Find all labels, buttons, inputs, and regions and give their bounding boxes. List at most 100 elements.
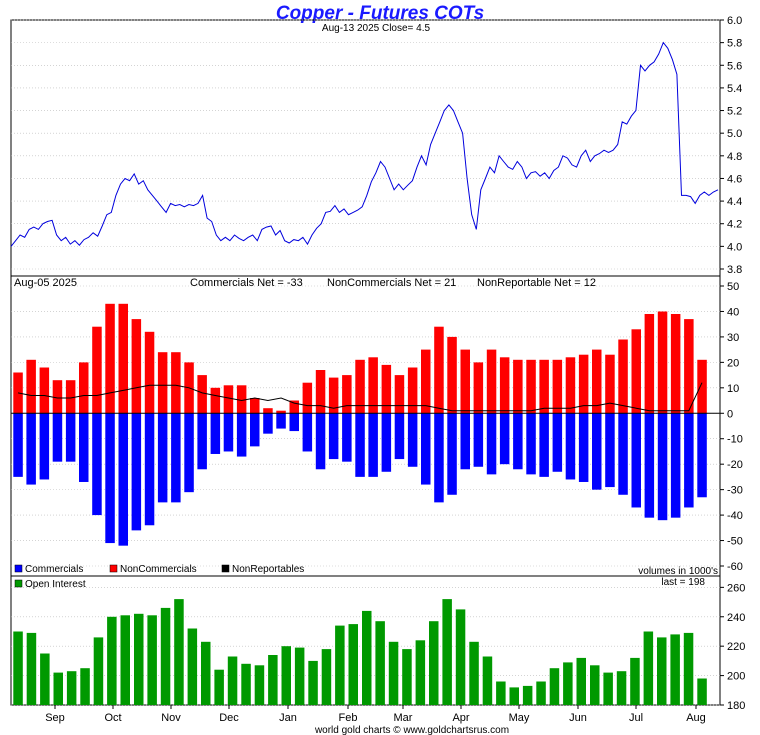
cot-tick-label: -10 <box>727 434 743 446</box>
open-interest-bar <box>120 615 130 705</box>
commercials-bar <box>131 413 142 531</box>
noncommercials-bar <box>526 359 536 414</box>
open-interest-bar <box>93 637 104 705</box>
cot-tick-label: -50 <box>727 536 743 548</box>
commercials-bar <box>421 413 431 485</box>
chart-title: Copper - Futures COTs <box>276 3 484 24</box>
commercials-bar <box>565 413 576 480</box>
commercials-bar <box>79 413 89 482</box>
noncommercials-bar <box>39 367 50 414</box>
open-interest-bar <box>26 632 37 705</box>
noncommercials-bar <box>118 303 128 414</box>
commercials-bar <box>355 413 365 477</box>
open-interest-bar <box>670 634 680 705</box>
cot-tick-label: 10 <box>727 383 739 395</box>
commercials-bar <box>434 413 444 503</box>
open-interest-bar <box>348 624 358 705</box>
commercials-bar <box>486 413 497 475</box>
month-label: Jul <box>629 712 643 724</box>
open-interest-bar <box>522 685 533 705</box>
cot-panel: -60 -50 -40 -30 -20 -10 0 10 20 30 40 50 Aug-05 202… <box>10 275 743 577</box>
noncommercials-bar <box>52 380 63 414</box>
noncommercials-bar <box>381 364 392 414</box>
price-axis-ticks: 3.8 4.0 4.2 4.4 4.6 4.8 5.0 5.2 5.4 5.6 5.8 6.0 <box>720 15 742 276</box>
legend-swatch-noncommercials <box>109 564 118 573</box>
commercials-bar <box>631 413 641 508</box>
open-interest-bar <box>187 628 198 705</box>
commercials-bar <box>65 413 76 462</box>
open-interest-bar <box>442 599 452 705</box>
noncommercials-bar <box>328 377 339 414</box>
noncommercials-bar <box>539 359 549 414</box>
noncommercials-bar <box>355 359 365 414</box>
open-interest-bar <box>241 663 251 705</box>
noncommercials-bar <box>486 349 497 414</box>
open-interest-bar <box>13 631 23 705</box>
month-label: Jan <box>279 712 297 724</box>
noncommercials-bar <box>592 349 602 414</box>
month-label: Dec <box>219 712 239 724</box>
month-label: Jun <box>569 712 587 724</box>
noncommercials-bar <box>447 336 457 414</box>
noncommercials-bar <box>342 375 352 414</box>
open-interest-bar <box>429 621 439 705</box>
commercials-bar <box>223 413 234 452</box>
open-interest-bar <box>616 671 627 705</box>
price-gridlines <box>11 19 720 270</box>
noncommercials-bar <box>157 352 168 414</box>
noncommercials-bar <box>26 359 36 414</box>
oi-tick-label: 200 <box>727 671 745 683</box>
noncommercials-bar <box>657 311 668 414</box>
nonreportables-net-label: NonReportable Net = 12 <box>477 277 596 289</box>
commercials-bar <box>13 413 23 477</box>
open-interest-bar <box>214 669 224 705</box>
commercials-bar <box>276 413 286 429</box>
price-panel: 3.8 4.0 4.2 4.4 4.6 4.8 5.0 5.2 5.4 5.6 5.8 6.0 <box>10 15 742 277</box>
noncommercials-bar <box>394 375 405 414</box>
legend-commercials: Commercials <box>25 564 83 575</box>
legend-swatch-commercials <box>14 564 23 573</box>
open-interest-bar <box>362 610 372 705</box>
legend-swatch-nonreportables <box>221 564 230 573</box>
noncommercials-bar <box>65 380 76 414</box>
oi-tick-label: 220 <box>727 641 745 653</box>
commercials-bar <box>197 413 207 470</box>
price-tick-label: 5.6 <box>727 60 742 72</box>
noncommercials-bar <box>144 331 155 414</box>
month-label: Apr <box>452 712 469 724</box>
noncommercials-bar <box>171 352 181 414</box>
noncommercials-bar <box>79 362 89 414</box>
cot-tick-label: -30 <box>727 485 743 497</box>
commercials-bar <box>644 413 655 518</box>
commercials-bar <box>184 413 194 493</box>
noncommercials-bar <box>131 319 142 414</box>
noncommercials-bar <box>473 362 484 414</box>
open-interest-bar <box>415 640 426 705</box>
noncommercials-bar <box>105 303 115 414</box>
open-interest-bar <box>630 657 640 705</box>
volumes-note: volumes in 1000's <box>638 566 718 577</box>
cot-tick-label: 40 <box>727 306 739 318</box>
noncommercials-bar <box>407 367 418 414</box>
noncommercials-bar <box>684 319 694 414</box>
open-interest-bar <box>40 653 50 705</box>
oi-bars <box>13 599 707 705</box>
commercials-bar <box>552 413 563 472</box>
commercials-bar <box>26 413 36 485</box>
noncommercials-bar <box>618 339 628 414</box>
chart-subtitle: Aug-13 2025 Close= 4.5 <box>322 23 431 34</box>
open-interest-bar <box>603 672 613 705</box>
noncommercials-bar <box>631 329 641 414</box>
commercials-bar <box>684 413 694 508</box>
noncommercials-bar <box>302 382 313 414</box>
price-series-line <box>10 41 719 247</box>
commercials-bar <box>342 413 352 462</box>
cot-tick-label: 30 <box>727 332 739 344</box>
noncommercials-bar <box>276 410 286 414</box>
commercials-bar <box>697 413 707 498</box>
oi-tick-label: 180 <box>727 700 745 712</box>
cot-legend: Commercials NonCommercials NonReportable… <box>14 564 304 575</box>
open-interest-bar <box>509 687 519 705</box>
commercials-bar <box>460 413 470 470</box>
noncommercials-bar <box>565 357 576 414</box>
